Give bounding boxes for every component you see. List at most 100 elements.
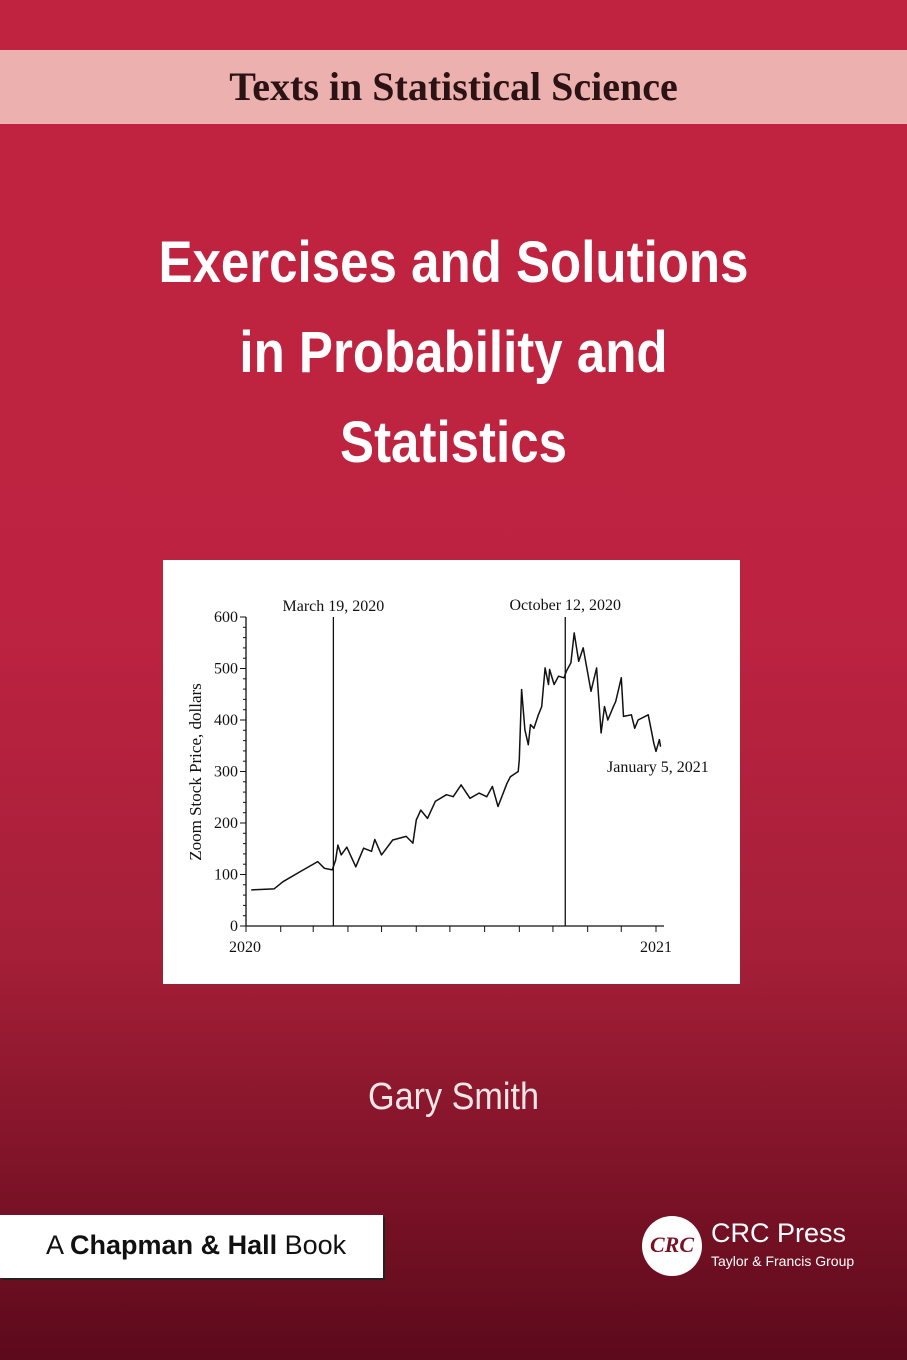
y-tick-label: 200	[214, 815, 238, 832]
data-point	[486, 796, 488, 798]
data-point	[524, 729, 526, 731]
data-point	[541, 706, 543, 708]
annotation-october-12: October 12, 2020	[509, 597, 621, 614]
data-point	[557, 675, 560, 677]
data-point	[317, 861, 319, 863]
y-axis-label: Zoom Stock Price, dollars	[186, 683, 205, 861]
data-point	[658, 738, 660, 741]
data-point	[282, 881, 284, 883]
data-point	[620, 677, 622, 679]
data-point	[412, 842, 414, 844]
data-point	[573, 632, 575, 634]
y-tick-label: 300	[214, 764, 238, 781]
imprint-suffix: Book	[284, 1230, 347, 1260]
data-point	[478, 792, 480, 794]
data-point	[273, 888, 275, 890]
publisher-name: CRC Press	[711, 1218, 847, 1248]
data-point	[509, 776, 511, 778]
series-title: Texts in Statistical Science	[229, 64, 678, 109]
data-point	[527, 744, 529, 746]
data-point	[590, 690, 592, 692]
x-tick-label-2020: 2020	[229, 939, 261, 956]
data-point	[460, 784, 462, 786]
data-point	[370, 850, 373, 852]
data-point	[553, 683, 555, 686]
y-tick-label: 600	[214, 609, 238, 626]
data-point	[630, 714, 632, 716]
data-point	[434, 800, 436, 802]
data-point	[517, 770, 519, 773]
data-point	[251, 889, 253, 891]
data-point	[622, 715, 625, 717]
data-point	[615, 700, 617, 703]
data-point	[659, 745, 662, 747]
data-point	[506, 782, 508, 784]
annotation-march-19: March 19, 2020	[282, 598, 384, 615]
data-point	[405, 835, 407, 837]
data-point	[335, 859, 337, 861]
data-point	[565, 670, 567, 672]
data-point	[445, 794, 448, 796]
data-point	[570, 662, 572, 664]
imprint-box: A Chapman & Hall Book	[0, 1215, 383, 1278]
author: Gary Smith	[367, 1076, 540, 1118]
data-point	[582, 647, 584, 649]
crc-logo-icon: CRC	[642, 1216, 702, 1276]
data-point	[374, 838, 376, 841]
imprint-name: Chapman & Hall	[70, 1230, 278, 1260]
data-point	[607, 719, 609, 721]
data-point	[653, 742, 655, 744]
data-point	[346, 846, 348, 848]
data-point	[596, 667, 598, 669]
y-tick-label: 500	[214, 661, 238, 678]
data-point	[529, 724, 532, 726]
data-point	[415, 819, 417, 821]
data-point	[563, 677, 565, 679]
data-point	[355, 866, 357, 868]
data-point	[363, 847, 365, 849]
data-point	[533, 727, 535, 729]
data-point	[578, 660, 580, 662]
y-tick-label: 0	[230, 918, 238, 935]
y-tick-label: 400	[214, 712, 238, 729]
data-point	[337, 844, 339, 846]
title-line: Exercises and Solutions	[158, 230, 749, 295]
data-point	[299, 871, 301, 873]
title-line: in Probability and	[239, 320, 668, 385]
crc-logo-text: CRC	[649, 1232, 695, 1257]
data-point	[547, 683, 550, 686]
data-point	[426, 817, 429, 819]
data-point	[650, 730, 653, 732]
data-point	[544, 667, 546, 669]
publisher-group: Taylor & Francis Group	[711, 1253, 855, 1269]
data-point	[637, 719, 639, 721]
data-point	[340, 854, 342, 856]
data-point	[537, 714, 539, 716]
data-point	[634, 727, 636, 729]
data-point	[380, 854, 383, 856]
data-point	[392, 839, 394, 841]
data-point	[603, 706, 606, 708]
data-point	[600, 732, 602, 734]
imprint-text: A Chapman & Hall Book	[46, 1230, 346, 1261]
data-point	[497, 805, 499, 808]
data-point	[469, 797, 471, 799]
data-point	[452, 796, 454, 798]
data-point	[655, 750, 657, 753]
data-point	[323, 867, 326, 869]
price-line	[251, 632, 662, 891]
annotation-january-5: January 5, 2021	[607, 759, 709, 776]
data-point	[331, 869, 333, 871]
title-line: Statistics	[340, 410, 567, 475]
book-title: Exercises and Solutions in Probability a…	[54, 218, 852, 488]
data-point	[491, 785, 494, 788]
x-tick-label-2021: 2021	[640, 939, 672, 956]
data-point	[420, 809, 422, 811]
cover-chart: 0 100 200 300 400 500 600 Zoom Stock Price, do…	[163, 560, 740, 984]
data-point	[647, 714, 649, 716]
y-tick-label: 100	[214, 867, 238, 884]
stock-price-chart: 0 100 200 300 400 500 600 Zoom Stock Price, do…	[186, 597, 709, 956]
data-point	[612, 706, 615, 708]
imprint-prefix: A	[46, 1230, 63, 1260]
data-point	[520, 689, 523, 691]
